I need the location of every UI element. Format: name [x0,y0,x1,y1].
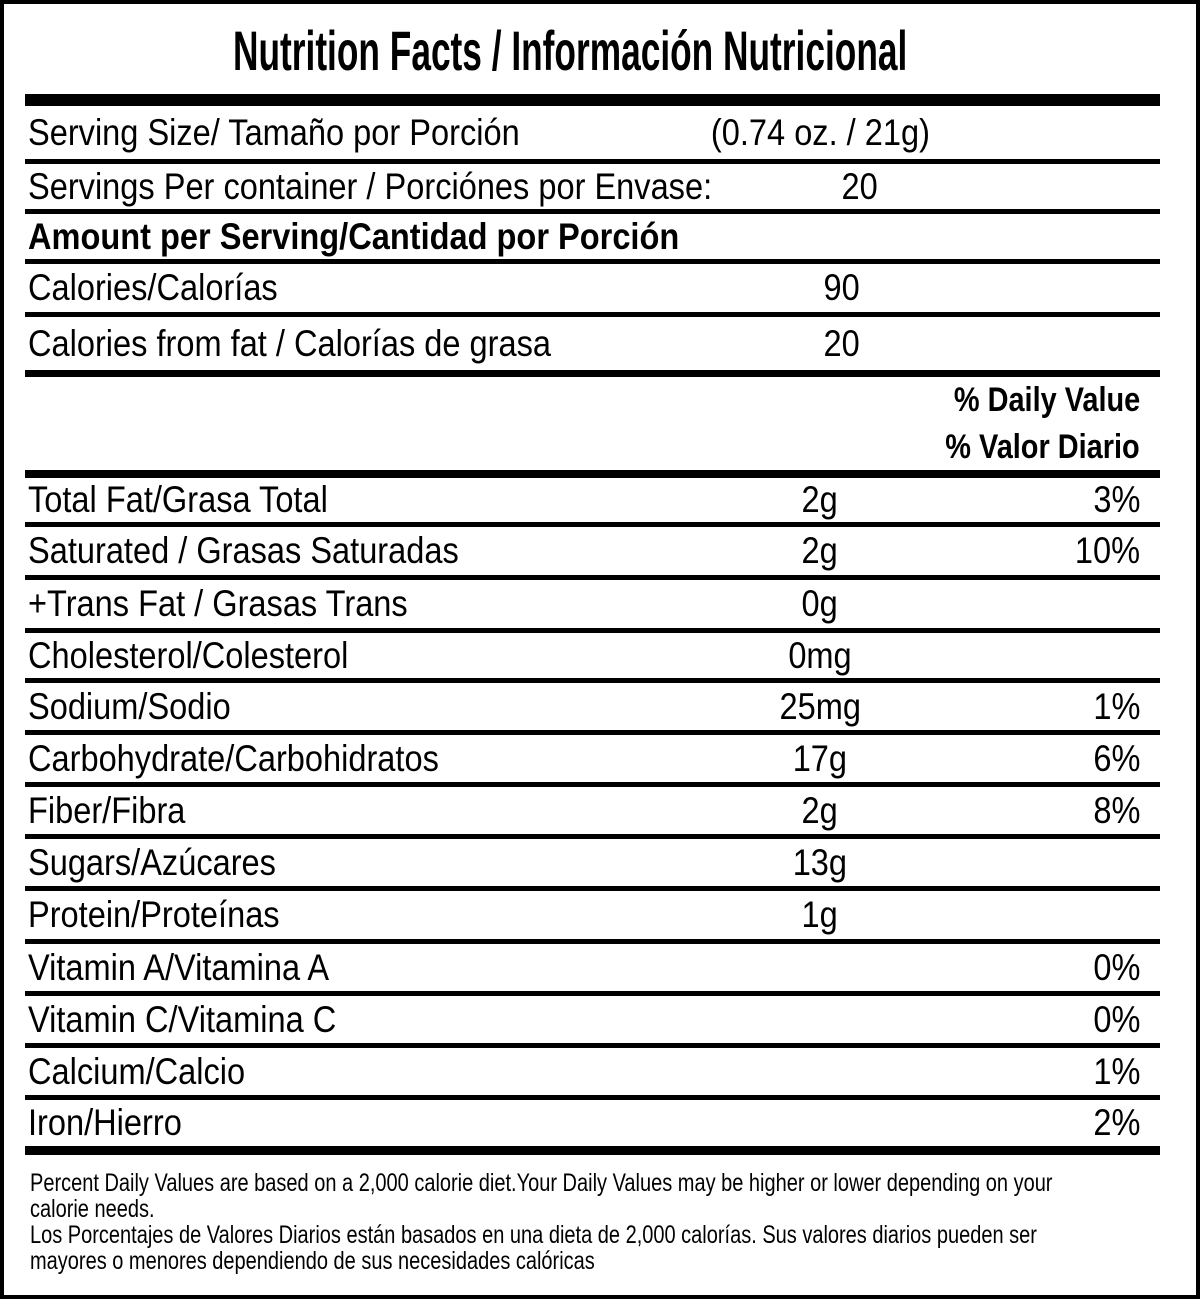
saturated-fat-label: Saturated / Grasas Saturadas [28,530,459,571]
trans-fat-row: +Trans Fat / Grasas Trans 0g [25,580,1160,633]
footnote-line-es-1: Los Porcentajes de Valores Diarios están… [30,1221,1037,1249]
label-content: Serving Size/ Tamaño por Porción (0.74 o… [25,94,1160,1274]
calories-from-fat-value: 20 [823,322,861,364]
total-fat-amount: 2g [801,479,839,520]
protein-label: Protein/Proteínas [28,894,280,935]
calcium-row: Calcium/Calcio 1% [25,1048,1160,1100]
iron-row: Iron/Hierro 2% [25,1100,1160,1155]
vitamin-c-row: Vitamin C/Vitamina C 0% [25,996,1160,1048]
vitamin-a-label: Vitamin A/Vitamina A [28,946,330,988]
vitamin-a-percent: 0% [1092,946,1140,988]
total-fat-percent: 3% [1092,479,1140,520]
calories-from-fat-label: Calories from fat / Calorías de grasa [28,322,551,364]
calories-row: Calories/Calorías 90 [25,264,1160,317]
servings-per-container-label: Servings Per container / Porciónes por E… [28,165,713,207]
protein-row: Protein/Proteínas 1g [25,891,1160,944]
fiber-row: Fiber/Fibra 2g 8% [25,787,1160,839]
iron-label: Iron/Hierro [28,1102,182,1143]
fiber-percent: 8% [1092,789,1140,831]
sugars-label: Sugars/Azúcares [28,841,276,883]
sodium-row: Sodium/Sodio 25mg 1% [25,683,1160,735]
daily-value-header-block: % Daily Value % Valor Diario [25,377,1160,478]
carbohydrate-percent: 6% [1092,737,1140,779]
fiber-label: Fiber/Fibra [28,789,186,831]
fiber-amount: 2g [801,789,839,831]
sodium-amount: 25mg [779,685,861,727]
saturated-fat-row: Saturated / Grasas Saturadas 2g 10% [25,527,1160,580]
calcium-percent: 1% [1092,1050,1140,1092]
sugars-amount: 13g [792,841,848,883]
total-fat-label: Total Fat/Grasa Total [28,479,328,520]
cholesterol-row: Cholesterol/Colesterol 0mg [25,633,1160,683]
carbohydrate-label: Carbohydrate/Carbohidratos [28,737,439,779]
amount-per-serving-header: Amount per Serving/Cantidad por Porción [28,215,680,257]
trans-fat-label: +Trans Fat / Grasas Trans [28,583,408,624]
footnote-line-en-2: calorie needs. [30,1195,155,1223]
saturated-fat-percent: 10% [1074,530,1140,571]
daily-value-header-en: % Daily Value [953,381,1140,419]
serving-size-label: Serving Size/ Tamaño por Porción [28,111,520,153]
footnote-line-en-1: Percent Daily Values are based on a 2,00… [30,1169,1053,1197]
daily-value-header-es: % Valor Diario [945,427,1140,466]
vitamin-c-label: Vitamin C/Vitamina C [28,998,337,1040]
sodium-label: Sodium/Sodio [28,685,231,727]
title-divider-bar [25,94,1160,106]
carbohydrate-row: Carbohydrate/Carbohidratos 17g 6% [25,735,1160,787]
calories-from-fat-row: Calories from fat / Calorías de grasa 20 [25,317,1160,377]
footnote: Percent Daily Values are based on a 2,00… [25,1155,1160,1274]
total-fat-row: Total Fat/Grasa Total 2g 3% [25,478,1160,527]
label-title-text: Nutrition Facts / Información Nutriciona… [232,19,908,82]
sugars-row: Sugars/Azúcares 13g [25,839,1160,891]
cholesterol-amount: 0mg [788,634,852,676]
amount-per-serving-header-row: Amount per Serving/Cantidad por Porción [25,214,1160,264]
saturated-fat-amount: 2g [801,530,839,571]
servings-per-container-value: 20 [841,165,879,207]
label-title: Nutrition Facts / Información Nutriciona… [4,4,1196,94]
serving-size-value: (0.74 oz. / 21g) [710,111,930,153]
vitamin-a-row: Vitamin A/Vitamina A 0% [25,944,1160,996]
serving-size-row: Serving Size/ Tamaño por Porción (0.74 o… [25,106,1160,164]
iron-percent: 2% [1092,1102,1140,1143]
calories-value: 90 [823,267,861,308]
footnote-line-es-2: mayores o menores dependiendo de sus nec… [30,1247,595,1275]
calories-label: Calories/Calorías [28,267,278,308]
cholesterol-label: Cholesterol/Colesterol [28,634,349,676]
carbohydrate-amount: 17g [792,737,848,779]
vitamin-c-percent: 0% [1092,998,1140,1040]
protein-amount: 1g [801,894,839,935]
sodium-percent: 1% [1092,685,1140,727]
calcium-label: Calcium/Calcio [28,1050,246,1092]
servings-per-container-row: Servings Per container / Porciónes por E… [25,164,1160,214]
trans-fat-amount: 0g [801,583,839,624]
